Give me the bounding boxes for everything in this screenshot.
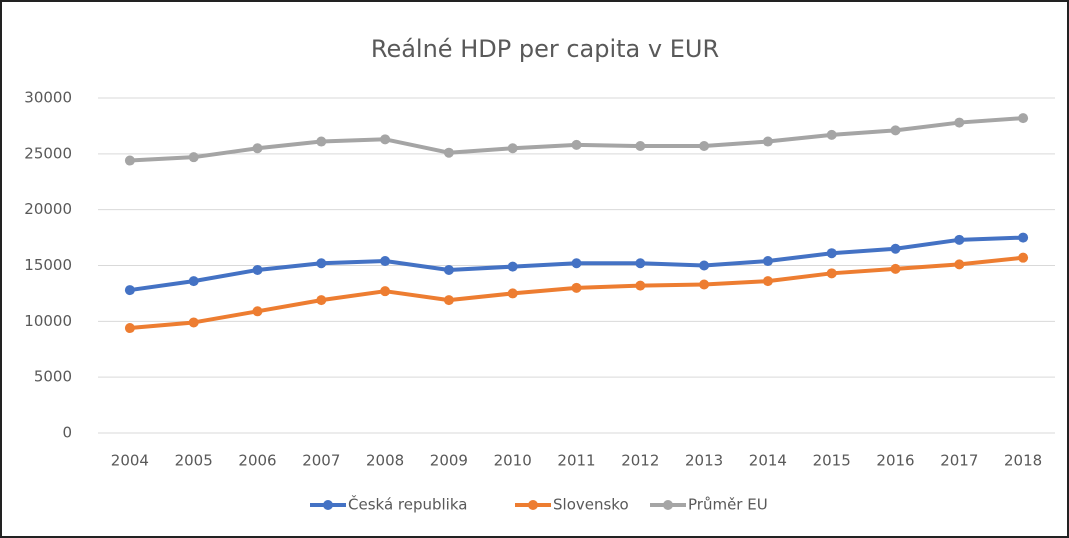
point <box>188 317 199 328</box>
x-tick-label: 2012 <box>621 452 659 470</box>
point <box>762 276 773 287</box>
point <box>1018 113 1029 124</box>
point <box>507 143 518 154</box>
x-tick-label: 2008 <box>366 452 404 470</box>
y-tick-label: 25000 <box>24 144 72 162</box>
point <box>890 243 901 254</box>
chart-title: Reálné HDP per capita v EUR <box>371 35 719 63</box>
point <box>316 136 327 147</box>
point <box>826 248 837 259</box>
point <box>826 129 837 140</box>
y-tick-label: 30000 <box>24 89 72 107</box>
point <box>443 147 454 158</box>
point <box>699 141 710 152</box>
y-tick-label: 10000 <box>24 312 72 330</box>
point <box>1018 232 1029 243</box>
point <box>252 143 263 154</box>
x-tick-label: 2004 <box>111 452 149 470</box>
point <box>443 295 454 306</box>
point <box>316 295 327 306</box>
point <box>188 152 199 163</box>
point <box>699 260 710 271</box>
point <box>380 134 391 145</box>
legend-marker <box>663 500 673 510</box>
y-tick-label: 20000 <box>24 200 72 218</box>
y-tick-label: 15000 <box>24 256 72 274</box>
point <box>252 264 263 275</box>
point <box>124 323 135 334</box>
point <box>380 256 391 267</box>
point <box>507 288 518 299</box>
y-tick-label: 0 <box>62 424 72 442</box>
point <box>826 268 837 279</box>
point <box>507 261 518 272</box>
point <box>571 258 582 269</box>
x-tick-label: 2005 <box>175 452 213 470</box>
point <box>188 276 199 287</box>
legend-label: Slovensko <box>553 496 629 514</box>
x-tick-label: 2009 <box>430 452 468 470</box>
x-tick-label: 2013 <box>685 452 723 470</box>
x-tick-label: 2014 <box>749 452 787 470</box>
point <box>890 125 901 136</box>
x-tick-label: 2018 <box>1004 452 1042 470</box>
point <box>954 234 965 245</box>
point <box>635 141 646 152</box>
point <box>699 279 710 290</box>
x-tick-label: 2006 <box>238 452 276 470</box>
legend-marker <box>323 500 333 510</box>
x-tick-label: 2011 <box>557 452 595 470</box>
x-tick-label: 2010 <box>494 452 532 470</box>
point <box>571 282 582 293</box>
point <box>124 285 135 296</box>
point <box>954 117 965 128</box>
point <box>762 256 773 267</box>
point <box>571 139 582 150</box>
x-tick-label: 2016 <box>876 452 914 470</box>
point <box>762 136 773 147</box>
point <box>635 258 646 269</box>
point <box>1018 252 1029 263</box>
legend-label: Průměr EU <box>688 496 768 514</box>
legend-label: Česká republika <box>348 495 467 514</box>
point <box>443 264 454 275</box>
x-tick-label: 2007 <box>302 452 340 470</box>
legend-marker <box>528 500 538 510</box>
x-tick-label: 2015 <box>813 452 851 470</box>
point <box>890 263 901 274</box>
point <box>380 286 391 297</box>
x-tick-label: 2017 <box>940 452 978 470</box>
point <box>635 280 646 291</box>
y-tick-label: 5000 <box>34 368 72 386</box>
point <box>252 306 263 317</box>
point <box>316 258 327 269</box>
point <box>124 155 135 166</box>
point <box>954 259 965 270</box>
